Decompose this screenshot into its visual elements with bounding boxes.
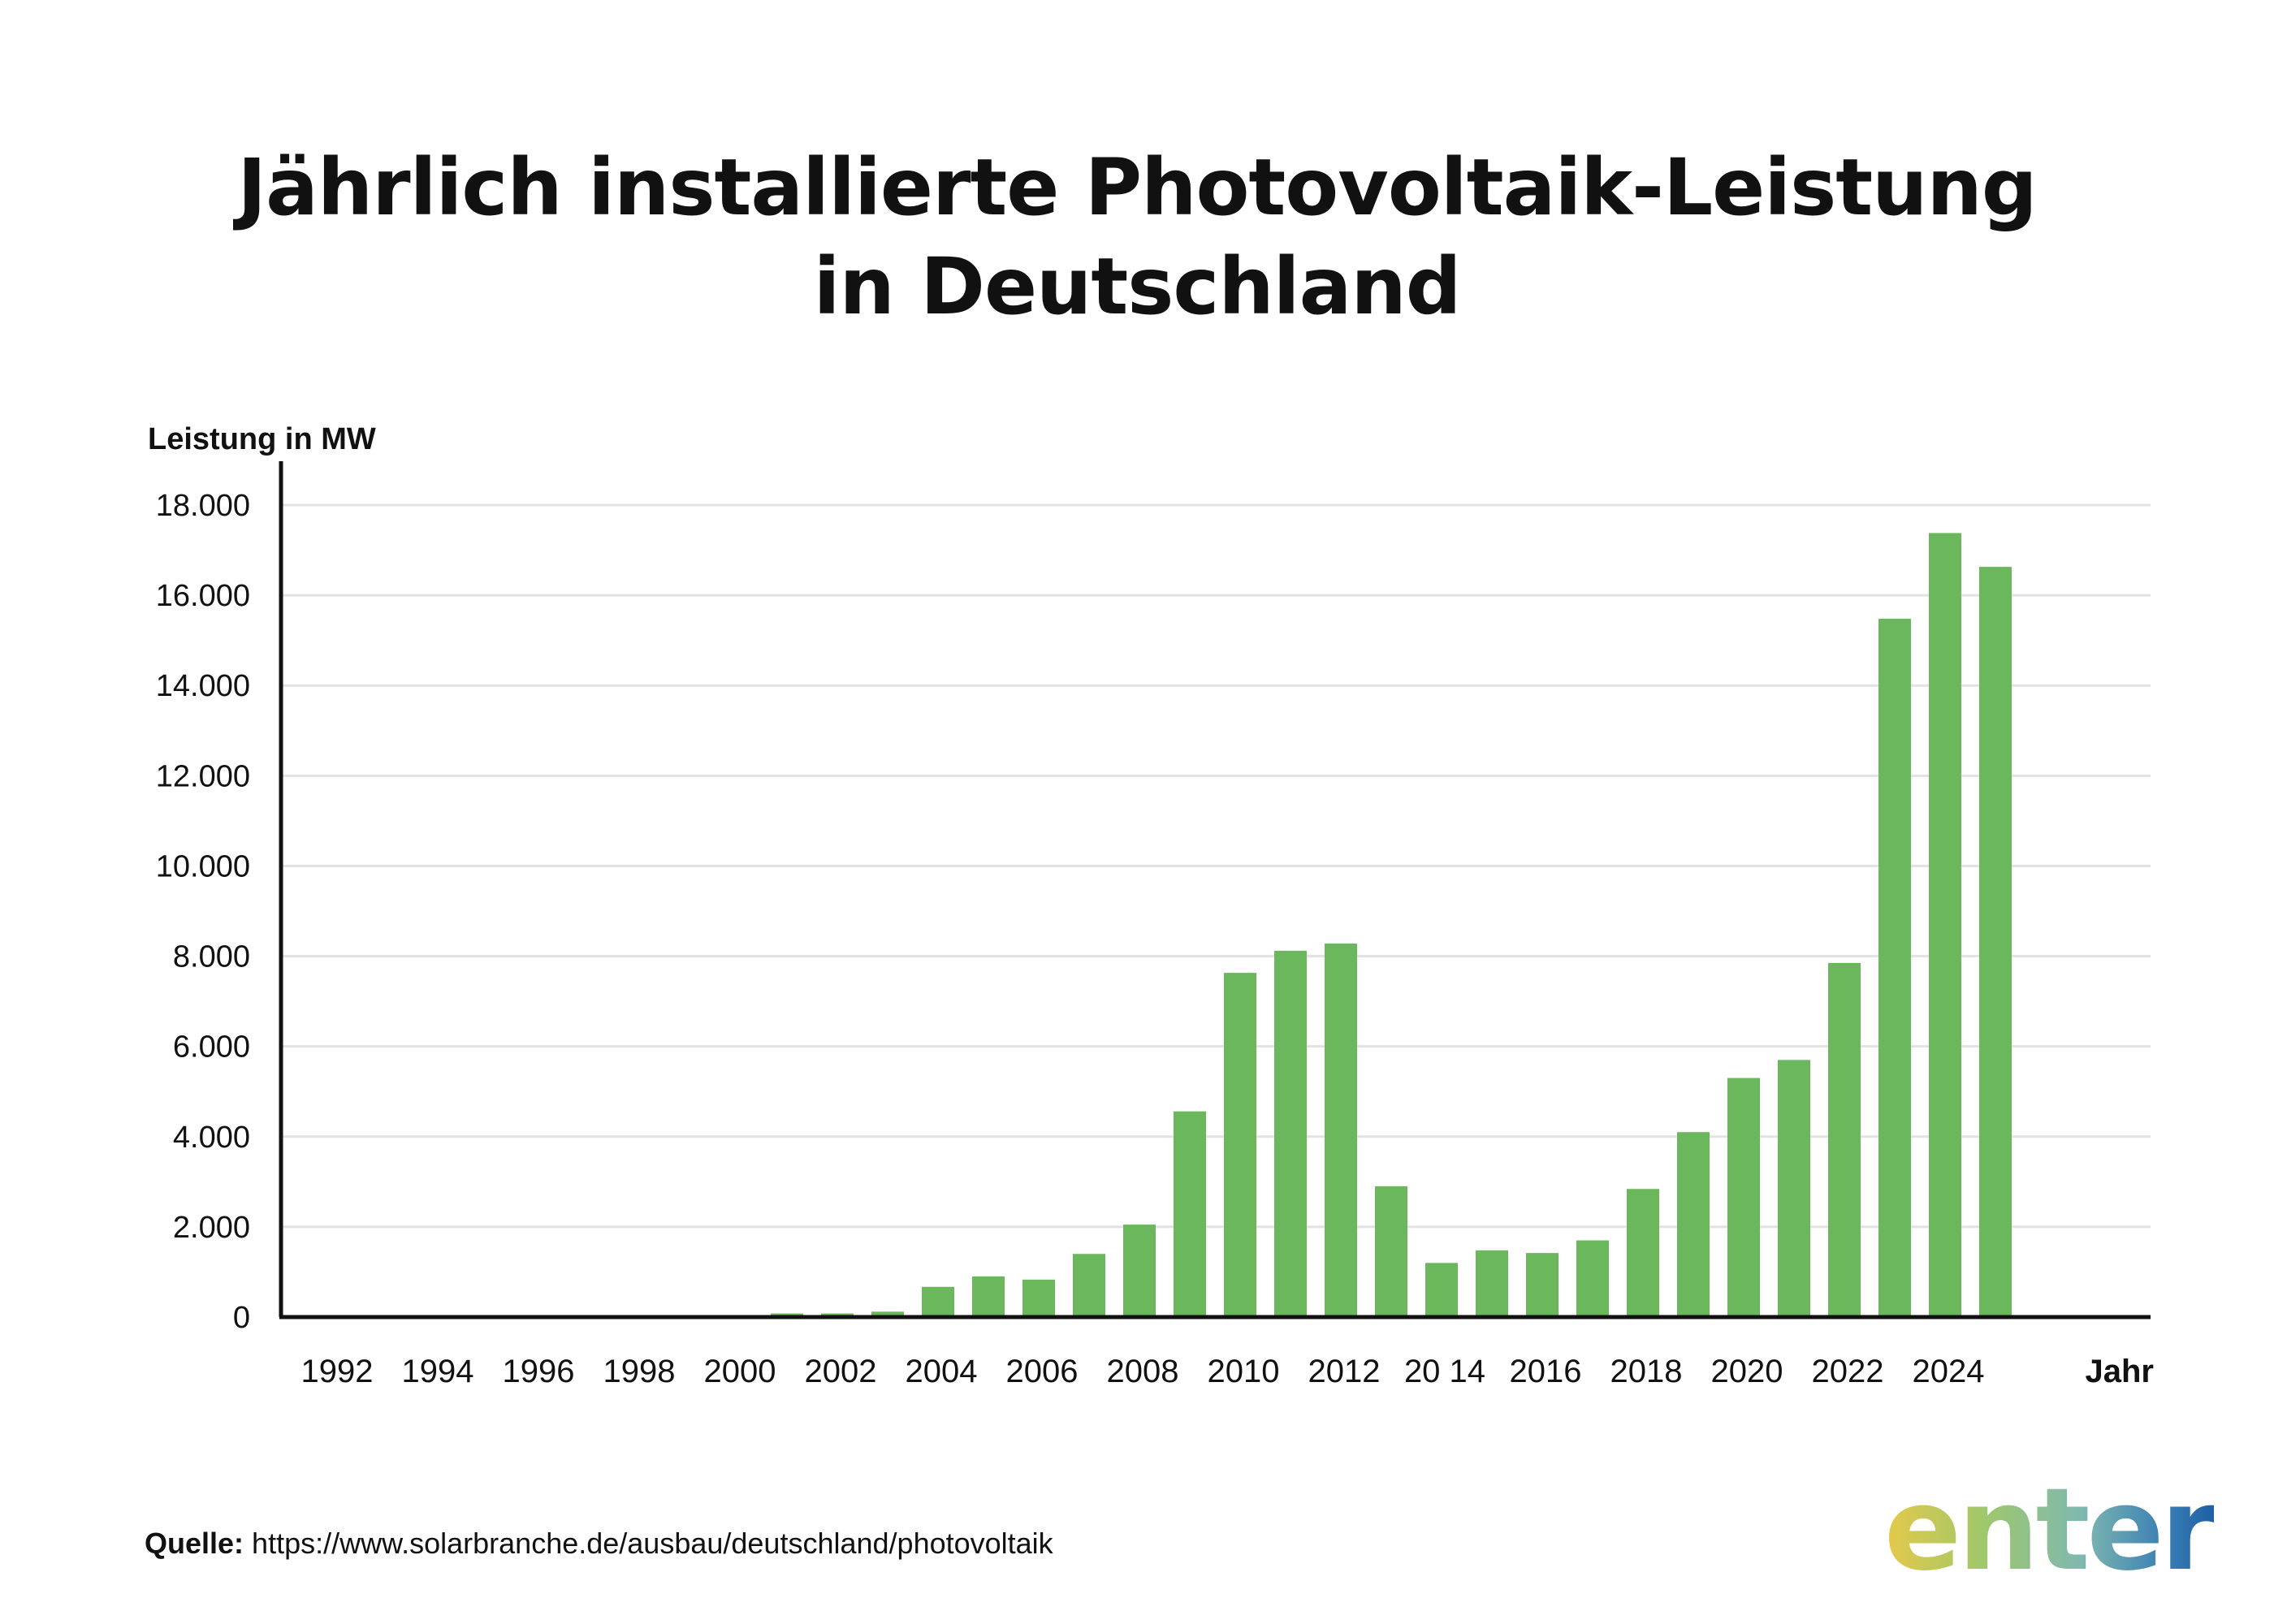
bar-2013 (1375, 1186, 1407, 1317)
x-tick-label: 2018 (1610, 1354, 1683, 1389)
bar-2021 (1778, 1060, 1810, 1317)
y-tick-label: 14.000 (156, 669, 250, 703)
x-tick-label: 2008 (1107, 1354, 1179, 1389)
source-label: Quelle: (145, 1527, 244, 1560)
bar-2010 (1224, 973, 1256, 1317)
x-tick-label: 2016 (1510, 1354, 1582, 1389)
x-tick-label: 1996 (503, 1354, 575, 1389)
x-tick-label: 2010 (1208, 1354, 1280, 1389)
x-tick-label: 2020 (1711, 1354, 1783, 1389)
y-tick-label: 16.000 (156, 579, 250, 613)
chart-title-line2: in Deutschland (813, 241, 1462, 332)
y-axis-title: Leistung in MW (148, 422, 376, 456)
y-tick-label: 8.000 (173, 940, 250, 974)
bar-2022 (1828, 962, 1861, 1317)
bar-2020 (1727, 1078, 1760, 1317)
y-tick-label: 18.000 (156, 489, 250, 523)
x-axis-title: Jahr (2086, 1354, 2155, 1389)
x-tick-label: 2022 (1812, 1354, 1884, 1389)
bar-2019 (1677, 1132, 1710, 1317)
bar-2004 (922, 1286, 954, 1317)
bar-2015 (1476, 1250, 1508, 1317)
x-tick-label: 2002 (805, 1354, 877, 1389)
bar-2012 (1325, 944, 1357, 1317)
x-tick-label: 1998 (603, 1354, 676, 1389)
enter-logo: enter (1884, 1464, 2217, 1596)
chart-title: Jährlich installierte Photovoltaik-Leist… (0, 138, 2274, 336)
y-tick-label: 4.000 (173, 1121, 250, 1155)
x-tick-label: 2006 (1006, 1354, 1079, 1389)
bar-2007 (1073, 1254, 1105, 1317)
bar-2025 (1979, 567, 2012, 1317)
x-tick-label: 2000 (704, 1354, 776, 1389)
bar-2009 (1174, 1111, 1206, 1317)
bar-2006 (1022, 1279, 1055, 1317)
y-tick-label: 6.000 (173, 1030, 250, 1065)
bar-2018 (1627, 1189, 1659, 1317)
bar-2024 (1929, 533, 1961, 1317)
bar-2014 (1425, 1263, 1458, 1317)
bar-2023 (1878, 619, 1911, 1317)
y-tick-label: 10.000 (156, 849, 250, 883)
bar-2016 (1526, 1253, 1559, 1317)
x-tick-label: 20 14 (1404, 1354, 1485, 1389)
source-note: Quelle: https://www.solarbranche.de/ausb… (145, 1527, 1053, 1561)
bar-2008 (1123, 1224, 1156, 1317)
x-tick-label: 1992 (301, 1354, 374, 1389)
chart-title-line1: Jährlich installierte Photovoltaik-Leist… (237, 142, 2037, 233)
x-tick-label: 2004 (906, 1354, 978, 1389)
bar-2017 (1576, 1240, 1609, 1317)
bar-2003 (871, 1311, 904, 1317)
x-tick-label: 1994 (402, 1354, 474, 1389)
x-tick-label: 2012 (1308, 1354, 1381, 1389)
y-tick-label: 2.000 (173, 1211, 250, 1245)
source-url: https://www.solarbranche.de/ausbau/deuts… (252, 1527, 1053, 1560)
bar-2005 (972, 1276, 1005, 1317)
x-tick-label: 2024 (1913, 1354, 1985, 1389)
bar-2011 (1274, 950, 1307, 1317)
y-tick-label: 0 (233, 1301, 250, 1335)
y-tick-label: 12.000 (156, 759, 250, 793)
